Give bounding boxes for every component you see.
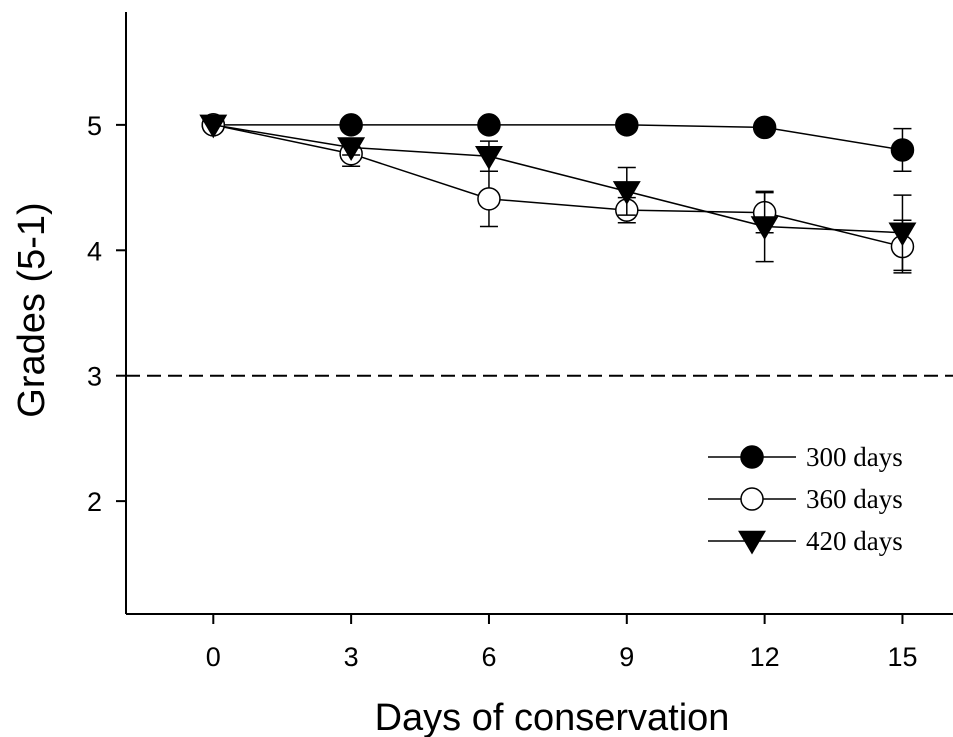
y-tick-label: 2	[87, 487, 102, 517]
data-point	[612, 181, 641, 205]
legend-marker	[740, 445, 764, 469]
x-tick-label: 9	[619, 642, 634, 672]
legend-marker	[738, 530, 766, 555]
x-tick-label: 12	[750, 642, 780, 672]
series-line	[213, 124, 903, 248]
data-point	[888, 222, 917, 247]
series-group	[199, 113, 917, 274]
x-tick-label: 3	[344, 642, 359, 672]
x-tick-label: 0	[206, 642, 221, 672]
data-point	[615, 113, 639, 137]
legend-marker	[740, 487, 764, 511]
y-tick-label: 4	[87, 236, 102, 266]
legend-item: 420 days	[708, 526, 903, 556]
series-line	[213, 124, 903, 234]
legend-label: 360 days	[806, 484, 903, 514]
data-point	[477, 113, 501, 137]
data-point	[339, 113, 363, 137]
data-point	[474, 145, 503, 170]
legend-item: 360 days	[708, 484, 903, 514]
data-point	[752, 115, 777, 140]
series-2	[201, 113, 915, 274]
series-1	[201, 113, 915, 173]
data-point	[199, 114, 228, 139]
y-axis-label: Grades (5-1)	[11, 202, 53, 417]
x-tick-label: 6	[481, 642, 496, 672]
data-point	[337, 137, 366, 161]
y-tick-label: 3	[87, 362, 102, 392]
x-tick-label: 15	[887, 642, 917, 672]
data-point	[890, 138, 915, 162]
series-line	[213, 124, 903, 151]
data-point	[477, 187, 501, 211]
axes	[125, 12, 953, 615]
tick-labels: 0 3 6 9 12 15 2 3 4 5	[87, 111, 918, 672]
x-axis-label: Days of conservation	[375, 697, 730, 737]
legend-item: 300 days	[708, 442, 903, 472]
legend-label: 300 days	[806, 442, 903, 472]
legend-label: 420 days	[806, 526, 903, 556]
data-point	[750, 216, 779, 240]
legend: 300 days 360 days 420 days	[708, 442, 903, 556]
series-3	[199, 114, 917, 272]
y-tick-label: 5	[87, 111, 102, 141]
